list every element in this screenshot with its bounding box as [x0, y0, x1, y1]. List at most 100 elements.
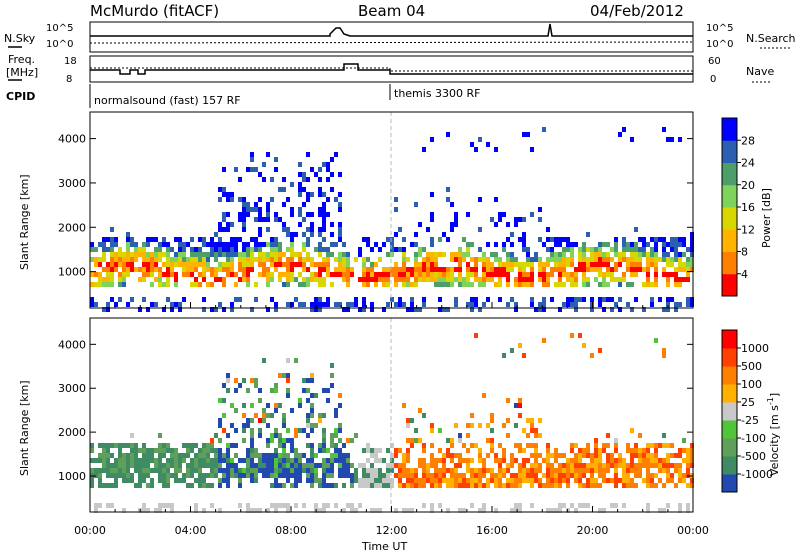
heatmap-cell — [298, 192, 302, 197]
heatmap-cell — [174, 478, 178, 483]
heatmap-cell — [262, 453, 266, 458]
heatmap-cell — [634, 468, 638, 473]
heatmap-cell — [274, 473, 278, 478]
heatmap-cell — [194, 262, 198, 267]
heatmap-cell — [430, 267, 434, 272]
heatmap-cell — [442, 252, 446, 257]
heatmap-cell — [470, 267, 474, 272]
heatmap-cell — [302, 428, 306, 433]
heatmap-cell — [190, 448, 194, 453]
heatmap-cell — [342, 272, 346, 277]
heatmap-cell — [478, 257, 482, 262]
heatmap-cell — [198, 262, 202, 267]
heatmap-cell — [322, 162, 326, 167]
power-x-ticks — [89, 302, 694, 308]
heatmap-cell — [290, 252, 294, 257]
heatmap-cell — [502, 247, 506, 252]
heatmap-cell — [438, 267, 442, 272]
heatmap-cell — [90, 302, 94, 307]
heatmap-cell — [230, 237, 234, 242]
heatmap-cell — [582, 242, 586, 247]
heatmap-cell — [662, 433, 666, 438]
heatmap-cell — [522, 428, 526, 433]
heatmap-cell — [210, 267, 214, 272]
heatmap-cell — [126, 473, 130, 478]
heatmap-cell — [398, 468, 402, 473]
heatmap-cell — [274, 252, 278, 257]
heatmap-cell — [454, 483, 458, 488]
heatmap-cell — [522, 242, 526, 247]
heatmap-cell — [358, 463, 362, 468]
heatmap-cell — [226, 247, 230, 252]
heatmap-cell — [186, 468, 190, 473]
heatmap-cell — [266, 277, 270, 282]
heatmap-cell — [410, 297, 414, 302]
heatmap-cell — [246, 282, 250, 287]
heatmap-cell — [674, 282, 678, 287]
heatmap-cell — [322, 262, 326, 267]
heatmap-cell — [322, 468, 326, 473]
heatmap-cell — [262, 177, 266, 182]
heatmap-cell — [458, 433, 462, 438]
freq-tick-bottom: 8 — [66, 74, 72, 85]
heatmap-cell — [470, 468, 474, 473]
heatmap-cell — [126, 453, 130, 458]
heatmap-cell — [454, 267, 458, 272]
heatmap-cell — [466, 247, 470, 252]
cpid-panel: CPID normalsound (fast) 157 RF themis 33… — [6, 84, 481, 108]
heatmap-cell — [414, 282, 418, 287]
heatmap-cell — [194, 508, 198, 513]
heatmap-cell — [538, 463, 542, 468]
heatmap-cell — [570, 282, 574, 287]
heatmap-cell — [202, 297, 206, 302]
heatmap-cell — [602, 448, 606, 453]
heatmap-cell — [218, 458, 222, 463]
heatmap-cell — [630, 478, 634, 483]
heatmap-cell — [654, 247, 658, 252]
heatmap-cell — [202, 463, 206, 468]
heatmap-cell — [422, 458, 426, 463]
heatmap-cell — [258, 428, 262, 433]
heatmap-cell — [374, 272, 378, 277]
heatmap-cell — [330, 363, 334, 368]
heatmap-cell — [370, 463, 374, 468]
heatmap-cell — [450, 453, 454, 458]
heatmap-cell — [490, 468, 494, 473]
heatmap-cell — [206, 242, 210, 247]
heatmap-cell — [598, 453, 602, 458]
heatmap-cell — [202, 307, 206, 312]
heatmap-cell — [178, 242, 182, 247]
heatmap-cell — [134, 252, 138, 257]
heatmap-cell — [498, 458, 502, 463]
heatmap-cell — [486, 142, 490, 147]
heatmap-cell — [642, 237, 646, 242]
heatmap-cell — [238, 473, 242, 478]
heatmap-cell — [210, 483, 214, 488]
heatmap-cell — [362, 478, 366, 483]
heatmap-cell — [614, 483, 618, 488]
heatmap-cell — [290, 463, 294, 468]
heatmap-cell — [242, 423, 246, 428]
heatmap-cell — [670, 262, 674, 267]
heatmap-cell — [310, 167, 314, 172]
heatmap-cell — [446, 237, 450, 242]
heatmap-cell — [422, 272, 426, 277]
heatmap-cell — [434, 272, 438, 277]
heatmap-cell — [382, 458, 386, 463]
heatmap-cell — [654, 252, 658, 257]
heatmap-cell — [334, 152, 338, 157]
heatmap-cell — [402, 237, 406, 242]
heatmap-cell — [474, 297, 478, 302]
heatmap-cell — [90, 483, 94, 488]
heatmap-cell — [286, 358, 290, 363]
heatmap-cell — [210, 307, 214, 312]
heatmap-cell — [302, 468, 306, 473]
heatmap-cell — [578, 483, 582, 488]
heatmap-cell — [122, 473, 126, 478]
heatmap-cell — [466, 267, 470, 272]
heatmap-cell — [174, 282, 178, 287]
heatmap-cell — [574, 272, 578, 277]
heatmap-cell — [442, 267, 446, 272]
heatmap-cell — [170, 257, 174, 262]
heatmap-cell — [546, 247, 550, 252]
